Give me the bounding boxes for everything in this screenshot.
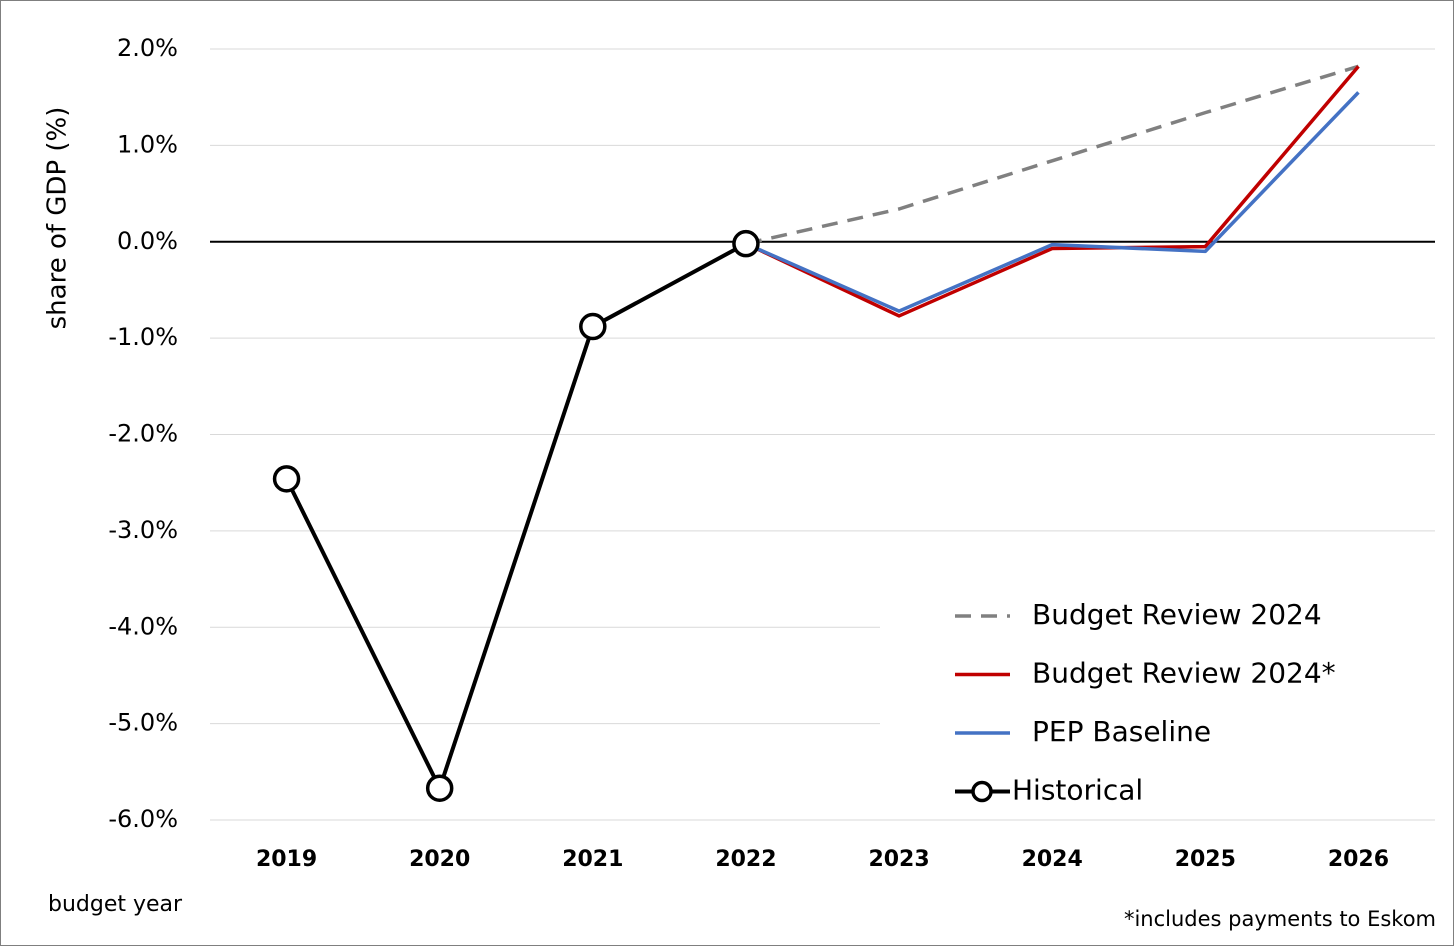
legend-marker xyxy=(971,780,993,803)
point-marker xyxy=(732,229,760,258)
x-tick-label: 2020 xyxy=(409,847,470,872)
y-tick-label: 2.0% xyxy=(117,34,178,62)
legend-item: PEP Baseline xyxy=(955,715,1211,748)
y-tick-label: -4.0% xyxy=(108,612,178,640)
legend-label: Budget Review 2024* xyxy=(1032,657,1336,690)
y-tick-label: -1.0% xyxy=(108,323,178,351)
y-tick-label: -3.0% xyxy=(108,516,178,544)
y-axis-label: share of GDP (%) xyxy=(43,107,73,330)
legend-item: Budget Review 2024 xyxy=(955,598,1322,631)
series-line xyxy=(745,91,1360,313)
legend-background xyxy=(880,588,1435,819)
y-tick-label: -5.0% xyxy=(108,709,178,737)
legend-label: PEP Baseline xyxy=(1032,715,1211,748)
x-tick-label: 2026 xyxy=(1328,847,1389,872)
y-tick-label: -6.0% xyxy=(108,805,178,833)
point-marker xyxy=(579,312,607,341)
point-marker xyxy=(425,774,454,802)
legend-item: Budget Review 2024* xyxy=(955,657,1336,690)
legend-item: Historical xyxy=(955,774,1143,807)
series-line xyxy=(745,64,1359,246)
point-marker xyxy=(272,465,301,493)
x-tick-label: 2023 xyxy=(868,847,929,872)
y-tick-label: 0.0% xyxy=(117,227,178,255)
series-line xyxy=(745,65,1360,318)
legend-label: Budget Review 2024 xyxy=(1032,598,1322,631)
x-axis-label: budget year xyxy=(48,892,183,917)
series-line xyxy=(284,241,747,791)
y-tick-label: -2.0% xyxy=(108,420,178,448)
x-tick-label: 2019 xyxy=(256,847,317,872)
footnote: *includes payments to Eskom xyxy=(1124,907,1436,931)
x-tick-label: 2022 xyxy=(715,847,776,872)
y-tick-label: 1.0% xyxy=(117,130,178,158)
x-tick-label: 2021 xyxy=(562,847,623,872)
x-tick-label: 2025 xyxy=(1175,847,1236,872)
x-tick-label: 2024 xyxy=(1022,847,1083,872)
legend-label: Historical xyxy=(1012,774,1143,807)
